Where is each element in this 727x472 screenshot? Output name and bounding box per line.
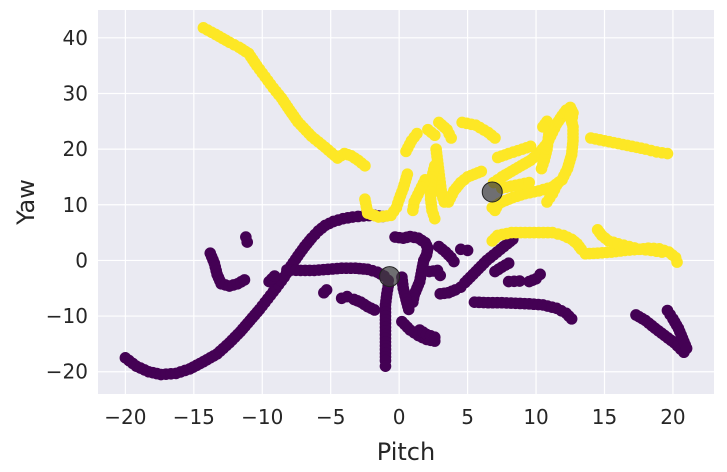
series-1-points — [197, 22, 683, 268]
x-tick-labels: −20 −15 −10 −5 0 5 10 15 20 — [104, 405, 685, 429]
y-axis-label: Yaw — [12, 179, 40, 226]
data-point — [461, 244, 474, 257]
data-point — [428, 212, 441, 225]
x-tick-label: 20 — [660, 405, 685, 429]
data-point — [445, 132, 457, 144]
data-point — [680, 342, 693, 355]
y-tick-label: −20 — [46, 360, 88, 384]
x-tick-label: 5 — [461, 405, 474, 429]
data-point — [402, 303, 415, 316]
data-point — [661, 147, 674, 160]
data-point — [524, 140, 537, 153]
y-tick-label: 10 — [63, 193, 88, 217]
data-point — [238, 274, 251, 286]
data-point — [564, 109, 577, 122]
x-tick-label: 15 — [592, 405, 617, 429]
data-point — [368, 304, 381, 316]
data-point — [241, 236, 254, 248]
highlighted-point — [379, 266, 401, 288]
data-point — [550, 179, 563, 192]
data-point — [379, 360, 392, 372]
data-point — [359, 160, 371, 172]
data-point — [448, 255, 460, 268]
data-point — [513, 275, 526, 287]
y-tick-label: 30 — [63, 81, 88, 105]
data-point — [411, 127, 423, 140]
highlighted-point — [481, 181, 503, 203]
data-point — [671, 256, 683, 268]
data-point — [502, 257, 515, 270]
data-point — [428, 331, 441, 344]
y-tick-label: −10 — [46, 304, 88, 328]
x-axis-label: Pitch — [377, 438, 435, 466]
x-tick-label: −5 — [316, 405, 345, 429]
data-point — [407, 204, 419, 217]
data-point — [434, 269, 447, 282]
x-tick-label: −10 — [241, 405, 283, 429]
plot-area — [98, 10, 714, 394]
y-tick-labels: −20 −10 0 10 20 30 40 — [46, 26, 88, 384]
data-point — [565, 313, 578, 325]
data-point — [428, 129, 441, 142]
y-tick-label: 40 — [63, 26, 88, 50]
x-tick-label: −15 — [173, 405, 215, 429]
data-point — [523, 176, 535, 189]
y-tick-label: 20 — [63, 137, 88, 161]
highlighted-points — [379, 181, 503, 288]
data-point — [489, 132, 501, 144]
data-points — [119, 22, 693, 381]
y-tick-label: 0 — [75, 248, 88, 272]
data-point — [401, 168, 414, 180]
data-point — [320, 284, 333, 296]
x-tick-label: 0 — [393, 405, 406, 429]
data-point — [475, 165, 488, 178]
data-point — [268, 270, 281, 282]
data-point — [537, 121, 549, 133]
data-point — [656, 246, 668, 258]
x-tick-label: −20 — [104, 405, 146, 429]
data-point — [534, 268, 546, 281]
x-tick-label: 10 — [523, 405, 548, 429]
